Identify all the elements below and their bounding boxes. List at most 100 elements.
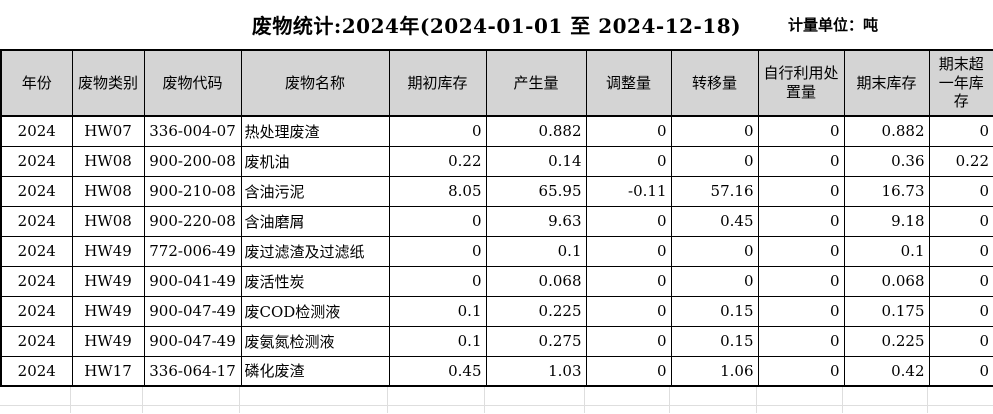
cell-code[interactable]: 900-047-49: [143, 325, 242, 357]
cell-transferred[interactable]: 0: [670, 115, 759, 147]
col-header-generated[interactable]: 产生量: [485, 49, 587, 117]
cell-generated[interactable]: 0.14: [485, 145, 587, 177]
empty-cell[interactable]: [670, 387, 757, 405]
cell-year[interactable]: 2024: [0, 235, 73, 267]
empty-cell[interactable]: [585, 387, 670, 405]
cell-category[interactable]: HW08: [71, 205, 145, 237]
cell-transferred[interactable]: 0: [670, 235, 759, 267]
cell-year[interactable]: 2024: [0, 265, 73, 297]
cell-self-disposal[interactable]: 0: [757, 325, 845, 357]
cell-closing-stock[interactable]: 0.068: [843, 265, 930, 297]
empty-cell[interactable]: [843, 406, 928, 413]
cell-category[interactable]: HW17: [71, 355, 145, 387]
cell-opening-stock[interactable]: 0.1: [388, 295, 487, 327]
empty-cell[interactable]: [757, 387, 843, 405]
cell-code[interactable]: 336-064-17: [143, 355, 242, 387]
cell-adjusted[interactable]: 0: [585, 205, 672, 237]
cell-transferred[interactable]: 0.15: [670, 295, 759, 327]
cell-generated[interactable]: 0.275: [485, 325, 587, 357]
col-header-category[interactable]: 废物类别: [71, 49, 145, 117]
cell-transferred[interactable]: 57.16: [670, 175, 759, 207]
cell-self-disposal[interactable]: 0: [757, 205, 845, 237]
cell-self-disposal[interactable]: 0: [757, 175, 845, 207]
cell-category[interactable]: HW49: [71, 295, 145, 327]
cell-year[interactable]: 2024: [0, 295, 73, 327]
empty-cell[interactable]: [71, 406, 143, 413]
cell-generated[interactable]: 1.03: [485, 355, 587, 387]
empty-cell[interactable]: [928, 387, 993, 405]
cell-category[interactable]: HW08: [71, 175, 145, 207]
cell-self-disposal[interactable]: 0: [757, 265, 845, 297]
empty-cell[interactable]: [843, 387, 928, 405]
empty-cell[interactable]: [585, 406, 670, 413]
cell-over-one-year-stock[interactable]: 0: [928, 205, 993, 237]
cell-self-disposal[interactable]: 0: [757, 115, 845, 147]
empty-cell[interactable]: [388, 387, 485, 405]
cell-code[interactable]: 900-210-08: [143, 175, 242, 207]
cell-opening-stock[interactable]: 8.05: [388, 175, 487, 207]
cell-code[interactable]: 900-200-08: [143, 145, 242, 177]
cell-year[interactable]: 2024: [0, 205, 73, 237]
cell-generated[interactable]: 0.1: [485, 235, 587, 267]
cell-self-disposal[interactable]: 0: [757, 355, 845, 387]
cell-self-disposal[interactable]: 0: [757, 145, 845, 177]
cell-transferred[interactable]: 0: [670, 265, 759, 297]
col-header-closing-stock[interactable]: 期末库存: [843, 49, 930, 117]
cell-name[interactable]: 废活性炭: [240, 265, 390, 297]
cell-closing-stock[interactable]: 9.18: [843, 205, 930, 237]
cell-name[interactable]: 热处理废渣: [240, 115, 390, 147]
cell-opening-stock[interactable]: 0: [388, 205, 487, 237]
cell-over-one-year-stock[interactable]: 0: [928, 355, 993, 387]
cell-year[interactable]: 2024: [0, 325, 73, 357]
empty-cell[interactable]: [240, 406, 388, 413]
cell-transferred[interactable]: 0.45: [670, 205, 759, 237]
cell-closing-stock[interactable]: 0.1: [843, 235, 930, 267]
cell-name[interactable]: 废氨氮检测液: [240, 325, 390, 357]
cell-adjusted[interactable]: -0.11: [585, 175, 672, 207]
cell-over-one-year-stock[interactable]: 0: [928, 265, 993, 297]
cell-generated[interactable]: 0.225: [485, 295, 587, 327]
cell-over-one-year-stock[interactable]: 0: [928, 295, 993, 327]
cell-generated[interactable]: 0.882: [485, 115, 587, 147]
empty-cell[interactable]: [143, 406, 240, 413]
cell-opening-stock[interactable]: 0.45: [388, 355, 487, 387]
cell-name[interactable]: 废机油: [240, 145, 390, 177]
cell-closing-stock[interactable]: 16.73: [843, 175, 930, 207]
cell-adjusted[interactable]: 0: [585, 265, 672, 297]
cell-code[interactable]: 900-047-49: [143, 295, 242, 327]
cell-opening-stock[interactable]: 0.1: [388, 325, 487, 357]
cell-opening-stock[interactable]: 0: [388, 265, 487, 297]
cell-category[interactable]: HW49: [71, 235, 145, 267]
cell-over-one-year-stock[interactable]: 0: [928, 325, 993, 357]
empty-cell[interactable]: [485, 406, 585, 413]
cell-adjusted[interactable]: 0: [585, 325, 672, 357]
cell-closing-stock[interactable]: 0.225: [843, 325, 930, 357]
empty-cell[interactable]: [928, 406, 993, 413]
empty-cell[interactable]: [757, 406, 843, 413]
empty-cell[interactable]: [240, 387, 388, 405]
col-header-self-disposal[interactable]: 自行利用处置量: [757, 49, 845, 117]
cell-generated[interactable]: 65.95: [485, 175, 587, 207]
cell-adjusted[interactable]: 0: [585, 235, 672, 267]
col-header-transferred[interactable]: 转移量: [670, 49, 759, 117]
cell-generated[interactable]: 0.068: [485, 265, 587, 297]
cell-self-disposal[interactable]: 0: [757, 235, 845, 267]
col-header-code[interactable]: 废物代码: [143, 49, 242, 117]
col-header-year[interactable]: 年份: [0, 49, 73, 117]
cell-year[interactable]: 2024: [0, 145, 73, 177]
cell-opening-stock[interactable]: 0: [388, 235, 487, 267]
cell-adjusted[interactable]: 0: [585, 355, 672, 387]
cell-over-one-year-stock[interactable]: 0.22: [928, 145, 993, 177]
cell-self-disposal[interactable]: 0: [757, 295, 845, 327]
cell-adjusted[interactable]: 0: [585, 115, 672, 147]
col-header-over-one-year-stock[interactable]: 期末超一年库存: [928, 49, 993, 117]
empty-cell[interactable]: [143, 387, 240, 405]
empty-cell[interactable]: [71, 387, 143, 405]
cell-name[interactable]: 废COD检测液: [240, 295, 390, 327]
cell-name[interactable]: 含油磨屑: [240, 205, 390, 237]
cell-category[interactable]: HW08: [71, 145, 145, 177]
cell-year[interactable]: 2024: [0, 115, 73, 147]
empty-cell[interactable]: [388, 406, 485, 413]
cell-opening-stock[interactable]: 0: [388, 115, 487, 147]
cell-generated[interactable]: 9.63: [485, 205, 587, 237]
